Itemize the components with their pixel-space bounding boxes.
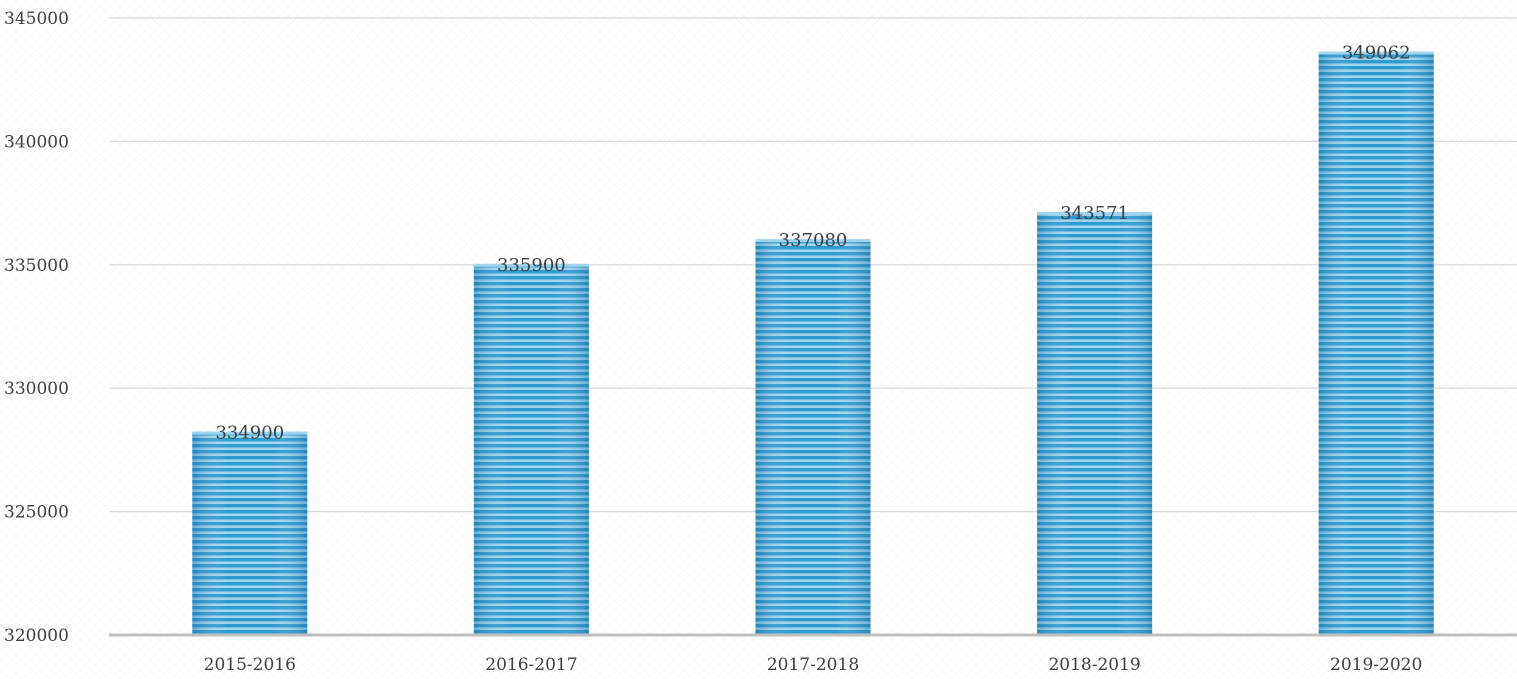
axes: 320000 325000 330000 335000 340000 345000 2015… (4, 9, 1517, 675)
y-tick-label: 325000 (4, 503, 69, 523)
bar-cap (192, 431, 308, 435)
bar-shading (192, 432, 308, 635)
x-tick-label: 2015-2016 (204, 655, 296, 675)
bar-cap (1037, 211, 1153, 215)
y-tick-label: 335000 (4, 256, 69, 276)
x-tick-label: 2017-2018 (767, 655, 859, 675)
bar-cap (473, 263, 589, 267)
bar-shading (473, 264, 589, 635)
data-label: 343571 (1060, 203, 1129, 224)
y-tick-label: 320000 (4, 626, 69, 646)
data-label: 334900 (215, 423, 284, 444)
bar-cap (1318, 51, 1434, 55)
x-tick-label: 2018-2019 (1048, 655, 1140, 675)
y-tick-label: 345000 (4, 9, 69, 29)
bars: 334900 335900 337080 343571 349062 (192, 43, 1434, 636)
bar-shading (755, 240, 871, 635)
data-label: 335900 (497, 255, 566, 276)
x-tick-label: 2019-2020 (1330, 655, 1422, 675)
data-label: 337080 (779, 230, 848, 251)
bar-shading (1318, 52, 1434, 635)
bar-cap (755, 239, 871, 243)
y-tick-label: 330000 (4, 379, 69, 399)
x-tick-label: 2016-2017 (485, 655, 577, 675)
bar-shading (1037, 212, 1153, 636)
data-label: 349062 (1342, 43, 1411, 64)
y-tick-label: 340000 (4, 132, 69, 152)
